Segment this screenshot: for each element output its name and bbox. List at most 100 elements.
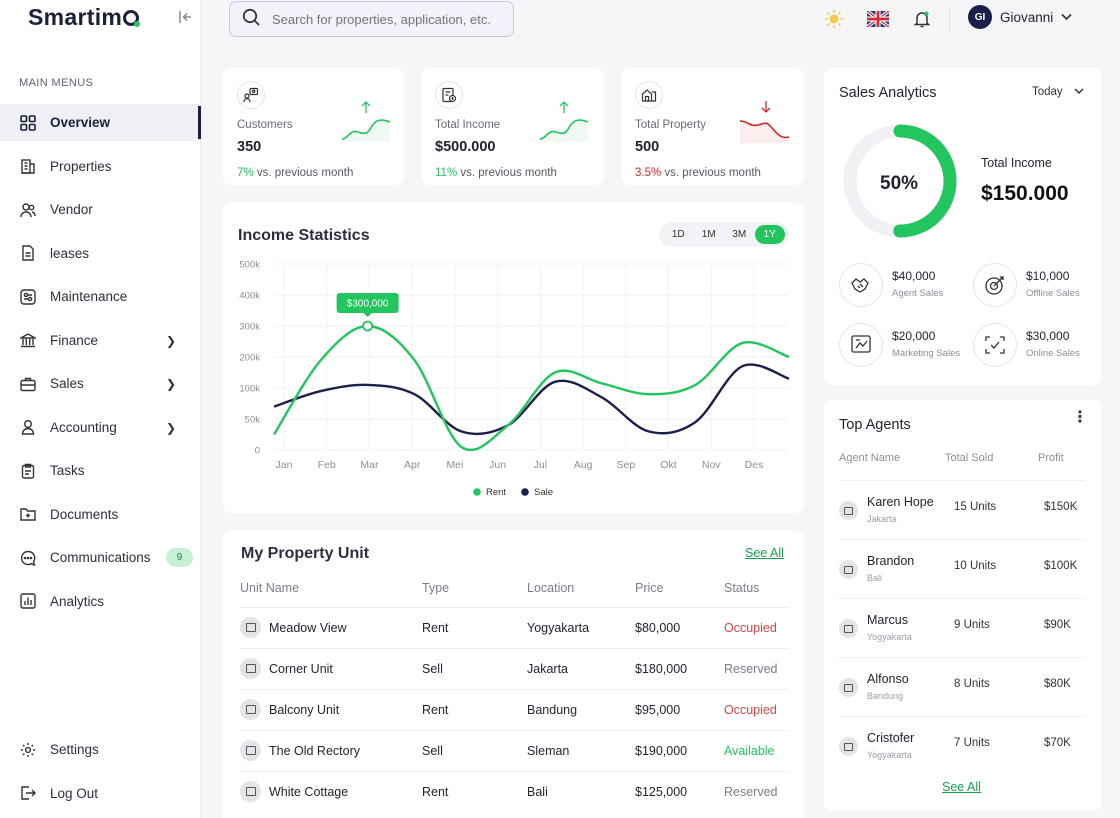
header-profit: Profit: [1038, 452, 1064, 464]
y-tick-label: 300k: [239, 322, 260, 333]
x-tick-label: Des: [745, 459, 764, 471]
search-input[interactable]: [272, 11, 507, 27]
see-all-units-link[interactable]: See All: [745, 546, 784, 560]
online-sales-icon: [973, 323, 1017, 367]
chart-title: Income Statistics: [238, 227, 370, 244]
unit-price: $125,000: [635, 785, 688, 799]
table-row[interactable]: The Old Rectory Sell Sleman $190,000 Ava…: [240, 730, 789, 771]
agent-avatar: [839, 501, 858, 520]
bank-icon: [19, 331, 37, 349]
sidebar-item-overview[interactable]: Overview: [0, 104, 201, 141]
customers-icon: [237, 81, 265, 109]
unread-badge: 9: [166, 548, 193, 567]
sidebar-item-analytics[interactable]: Analytics: [0, 583, 201, 620]
channel-offline-sales: $10,000 Offline Sales: [973, 263, 1103, 309]
uk-flag-icon[interactable]: [866, 8, 890, 30]
y-tick-label: 50k: [245, 415, 261, 426]
table-row[interactable]: Karen Hope Jakarta 15 Units $150K: [839, 480, 1085, 539]
unit-type: Sell: [422, 744, 443, 758]
sidebar-item-properties[interactable]: Properties: [0, 148, 201, 185]
unit-type: Rent: [422, 621, 449, 635]
property-unit-title: My Property Unit: [241, 545, 370, 562]
sidebar-item-label: Communications: [50, 550, 151, 565]
tooltip-box: [336, 293, 399, 313]
chevron-down-icon: [1061, 8, 1072, 26]
sidebar-item-finance[interactable]: Finance ❯: [0, 322, 201, 359]
sidebar-item-label: Maintenance: [50, 289, 128, 304]
table-row[interactable]: Meadow View Rent Yogyakarta $80,000 Occu…: [240, 607, 789, 648]
users-icon: [19, 201, 37, 219]
sidebar-item-label: Settings: [50, 742, 99, 757]
range-3m[interactable]: 3M: [732, 229, 747, 240]
header-price: Price: [635, 581, 664, 595]
income-statistics-card: Income Statistics 1D 1M 3M 1Y 500k 400k 30…: [223, 203, 804, 513]
unit-name: The Old Rectory: [269, 744, 361, 758]
channel-label: Marketing Sales: [892, 348, 961, 359]
folder-icon: [19, 505, 37, 523]
invoice-icon: [435, 81, 463, 109]
sidebar-item-label: Documents: [50, 506, 119, 522]
sidebar-item-accounting[interactable]: Accounting ❯: [0, 409, 201, 446]
avatar: GI: [968, 5, 992, 29]
period-dropdown[interactable]: Today: [1032, 86, 1084, 98]
see-all-agents-link[interactable]: See All: [942, 780, 981, 794]
table-row[interactable]: White Cottage Rent Bali $125,000 Reserve…: [240, 771, 789, 812]
stat-change-percent: 3.5%: [635, 167, 662, 179]
range-1d[interactable]: 1D: [671, 229, 685, 240]
unit-price: $80,000: [635, 621, 681, 635]
more-options-icon[interactable]: ⋮: [1072, 409, 1088, 426]
stat-change: 3.5% vs. previous month: [635, 167, 761, 179]
donut-percent: 50%: [880, 173, 919, 194]
unit-name: White Cottage: [269, 785, 349, 799]
bell-icon[interactable]: [911, 8, 933, 30]
table-row[interactable]: Marcus Yogyakarta 9 Units $90K: [839, 598, 1085, 657]
agent-name: Cristofer: [867, 731, 915, 745]
stat-card-total-property: Total Property 500 3.5% vs. previous mon…: [621, 68, 804, 185]
unit-location: Bali: [527, 785, 548, 799]
sun-icon[interactable]: [823, 8, 845, 30]
sidebar-item-maintenance[interactable]: Maintenance: [0, 278, 201, 315]
agent-avatar: [839, 560, 858, 579]
total-income-label: Total Income: [981, 156, 1052, 170]
stat-card-total-income: Total Income $500.000 11% vs. previous m…: [421, 68, 604, 185]
agent-city: Bali: [867, 573, 883, 583]
sidebar-item-label: Accounting: [50, 419, 117, 435]
table-row[interactable]: Balcony Unit Rent Bandung $95,000 Occupi…: [240, 689, 789, 730]
sidebar-item-tasks[interactable]: Tasks: [0, 452, 201, 489]
channel-value: $30,000: [1026, 329, 1070, 343]
table-row[interactable]: Cristofer Yogyakarta 7 Units $70K: [839, 716, 1085, 775]
table-row[interactable]: Corner Unit Sell Jakarta $180,000 Reserv…: [240, 648, 789, 689]
unit-name: Meadow View: [269, 621, 347, 635]
sidebar-item-documents[interactable]: Documents: [0, 496, 201, 533]
range-1m[interactable]: 1M: [701, 229, 716, 240]
collapse-sidebar-icon[interactable]: [178, 10, 196, 26]
unit-name: Corner Unit: [269, 662, 333, 676]
range-1y[interactable]: 1Y: [754, 225, 785, 244]
table-row[interactable]: Alfonso Bandung 8 Units $80K: [839, 657, 1085, 716]
sidebar-item-communications[interactable]: Communications 9: [0, 539, 201, 576]
range-selector: 1D 1M 3M 1Y: [659, 222, 789, 247]
sidebar-item-vendor[interactable]: Vendor: [0, 191, 201, 228]
chevron-right-icon: ❯: [166, 420, 177, 435]
agent-avatar: [839, 619, 858, 638]
trend-up-sparkline: [341, 101, 391, 142]
sidebar-item-logout[interactable]: Log Out: [0, 775, 201, 812]
table-row[interactable]: Brandon Bali 10 Units $100K: [839, 539, 1085, 598]
sidebar-item-label: Finance: [50, 332, 99, 348]
y-tick-label: 200k: [239, 353, 260, 364]
search-bar[interactable]: [229, 1, 514, 37]
x-tick-label: Mar: [360, 459, 379, 471]
agent-city: Bandung: [867, 691, 904, 701]
chevron-down-icon: [1074, 86, 1084, 98]
sidebar-item-sales[interactable]: Sales ❯: [0, 365, 201, 402]
unit-status: Occupied: [724, 621, 777, 635]
building-icon: [19, 157, 37, 175]
sidebar-item-leases[interactable]: leases: [0, 235, 201, 272]
app-logo[interactable]: Smartim: [28, 4, 141, 31]
sales-donut-chart: [843, 124, 957, 238]
sidebar-item-settings[interactable]: Settings: [0, 731, 201, 768]
handshake-icon: [839, 263, 883, 307]
sidebar-nav: Overview Properties Vendor leases Mainte…: [0, 104, 201, 626]
user-menu[interactable]: GI Giovanni: [968, 5, 1072, 29]
agent-name: Karen Hope: [867, 495, 934, 509]
